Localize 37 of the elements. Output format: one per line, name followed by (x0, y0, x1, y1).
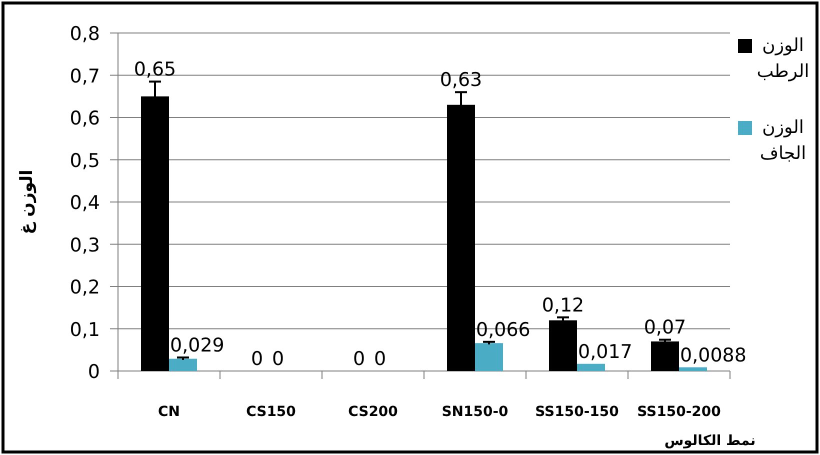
legend-label: الوزن الرطب (756, 35, 810, 82)
data-label: 0,65 (134, 58, 176, 81)
x-tick-label: CS200 (348, 404, 398, 420)
data-label: 0,12 (542, 294, 584, 316)
x-tick-label: SS150-200 (637, 404, 722, 420)
y-tick-label: 0,2 (70, 276, 100, 298)
x-axis-title: نمط الكالوس (664, 433, 756, 449)
bar (169, 358, 197, 371)
bar (475, 343, 503, 371)
data-label: 0 (374, 348, 386, 370)
y-tick-label: 0,1 (70, 318, 100, 341)
data-label: 0,066 (476, 318, 530, 341)
legend-label: الوزن الجاف (760, 117, 806, 164)
data-label: 0 (250, 348, 264, 370)
y-axis-title: الوزن غ (17, 170, 37, 234)
y-tick-label: 0,7 (70, 65, 100, 88)
y-tick-label: 0,4 (70, 192, 100, 214)
data-label: 0 (352, 348, 366, 370)
data-label: 0,63 (440, 69, 482, 92)
x-tick-label: CN (158, 404, 180, 420)
y-tick-label: 0,8 (70, 23, 100, 45)
data-label: 0 (272, 348, 284, 370)
bar (549, 320, 577, 371)
data-label: 0,029 (170, 334, 224, 356)
bar (577, 364, 605, 371)
x-tick-label: CS150 (246, 404, 296, 420)
bar (679, 367, 707, 371)
y-tick-label: 0,6 (70, 108, 100, 130)
y-tick-label: 0,3 (70, 234, 100, 256)
y-tick-label: 0,5 (70, 150, 100, 172)
data-label: 0,0088 (680, 344, 746, 366)
data-label: 0,017 (578, 340, 632, 363)
y-tick-label: 0 (88, 361, 100, 383)
x-tick-label: SS150-150 (535, 404, 620, 420)
x-tick-label: SN150-0 (442, 404, 509, 420)
data-label: 0,07 (644, 316, 686, 339)
bar (651, 341, 679, 371)
